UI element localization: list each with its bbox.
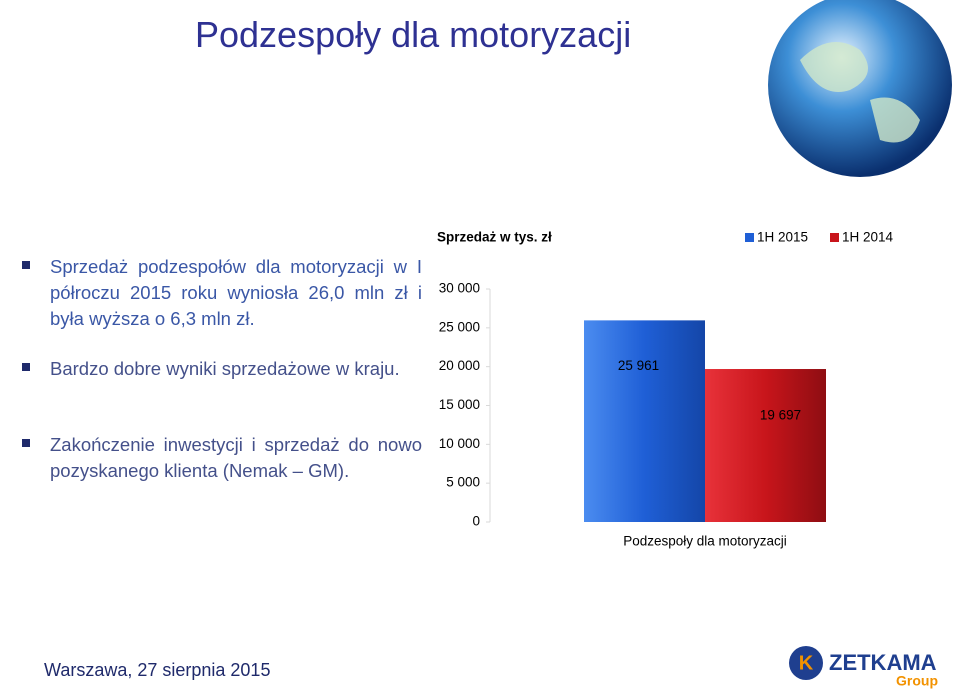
y-tick-label: 25 000 [439,319,480,334]
value-label: 25 961 [618,358,659,373]
globe [768,0,952,177]
y-tick-label: 15 000 [439,397,480,412]
bar [705,369,826,522]
legend-swatch [745,233,754,242]
globe-land [800,42,920,143]
bullet: Bardzo dobre wyniki sprzedażowe w kraju. [22,356,422,382]
x-tick-label: Podzespoły dla motoryzacji [623,534,787,549]
legend-label: 1H 2015 [757,230,808,245]
bullet: Sprzedaż podzespołów dla motoryzacji w I… [22,254,422,332]
y-tick-label: 20 000 [439,358,480,373]
slide-title: Podzespoły dla motoryzacji [195,14,632,55]
y-tick-label: 0 [472,514,480,529]
y-tick-label: 5 000 [446,475,480,490]
value-label: 19 697 [760,408,801,423]
logo-k: K [799,652,814,674]
legend-swatch [830,233,839,242]
y-tick-label: 10 000 [439,436,480,451]
legend-label: 1H 2014 [842,230,894,245]
bullet: Zakończenie inwestycji i sprzedaż do now… [22,432,422,484]
logo: K ZETKAMA Group [789,646,938,689]
chart-title: Sprzedaż w tys. zł [437,230,552,245]
y-tick-label: 30 000 [439,281,480,296]
logo-circle [789,646,823,680]
logo-sub: Group [896,673,938,689]
logo-name: ZETKAMA [829,650,937,675]
bar [584,320,705,522]
footer: Warszawa, 27 sierpnia 2015 [44,660,271,680]
